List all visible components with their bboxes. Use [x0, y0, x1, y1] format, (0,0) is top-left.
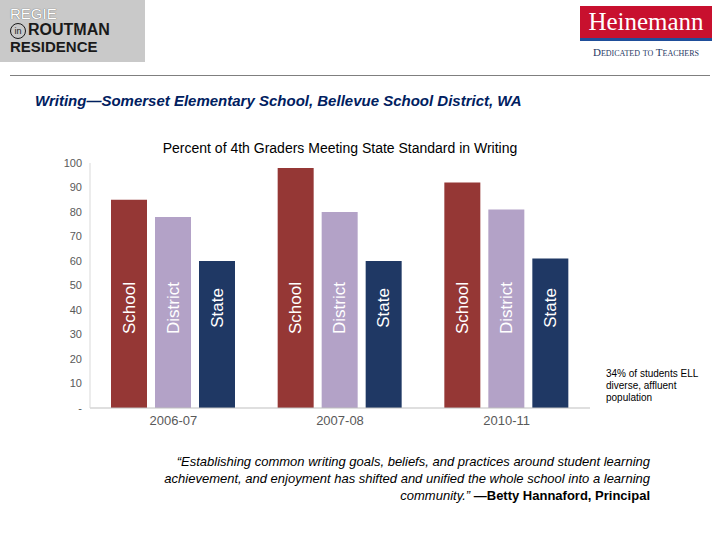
svg-text:2007-08: 2007-08: [316, 413, 364, 428]
svg-text:40: 40: [70, 304, 82, 316]
svg-text:90: 90: [70, 181, 82, 193]
svg-text:30: 30: [70, 328, 82, 340]
html-text:34% of students ELL diverse, a: 34% of students ELL diverse, affluent po…: [606, 368, 698, 403]
svg-text:60: 60: [70, 255, 82, 267]
svg-text:School: School: [286, 282, 305, 334]
svg-text:District: District: [164, 282, 183, 334]
svg-text:70: 70: [70, 230, 82, 242]
svg-text:80: 80: [70, 206, 82, 218]
html-text:Dedicated to Teachers: Dedicated to Teachers: [593, 46, 699, 58]
svg-text:50: 50: [70, 279, 82, 291]
html-text:ROUTMAN: ROUTMAN: [28, 21, 110, 38]
svg-text:State: State: [541, 288, 560, 328]
svg-text:District: District: [330, 282, 349, 334]
svg-text:2006-07: 2006-07: [149, 413, 197, 428]
svg-text:State: State: [208, 288, 227, 328]
html-text:in: in: [14, 25, 22, 36]
svg-text:20: 20: [70, 353, 82, 365]
html-text:RESIDENCE: RESIDENCE: [10, 37, 98, 55]
html-text:Writing—Somerset Elementary Sc: Writing—Somerset Elementary School, Bell…: [35, 92, 522, 109]
html-text:“Establishing common writing g: “Establishing common writing goals, beli…: [164, 454, 650, 503]
svg-text:State: State: [374, 288, 393, 328]
html-text:Percent of 4th Graders Meeting: Percent of 4th Graders Meeting State Sta…: [162, 140, 518, 156]
html-text:Heinemann: Heinemann: [588, 8, 704, 35]
svg-text:School: School: [120, 282, 139, 334]
svg-text:-: -: [78, 402, 82, 414]
svg-text:10: 10: [70, 377, 82, 389]
svg-text:School: School: [453, 282, 472, 334]
html-text:REGIE: REGIE: [10, 5, 57, 22]
svg-text:District: District: [497, 282, 516, 334]
svg-text:2010-11: 2010-11: [483, 413, 530, 428]
svg-text:100: 100: [64, 157, 82, 169]
